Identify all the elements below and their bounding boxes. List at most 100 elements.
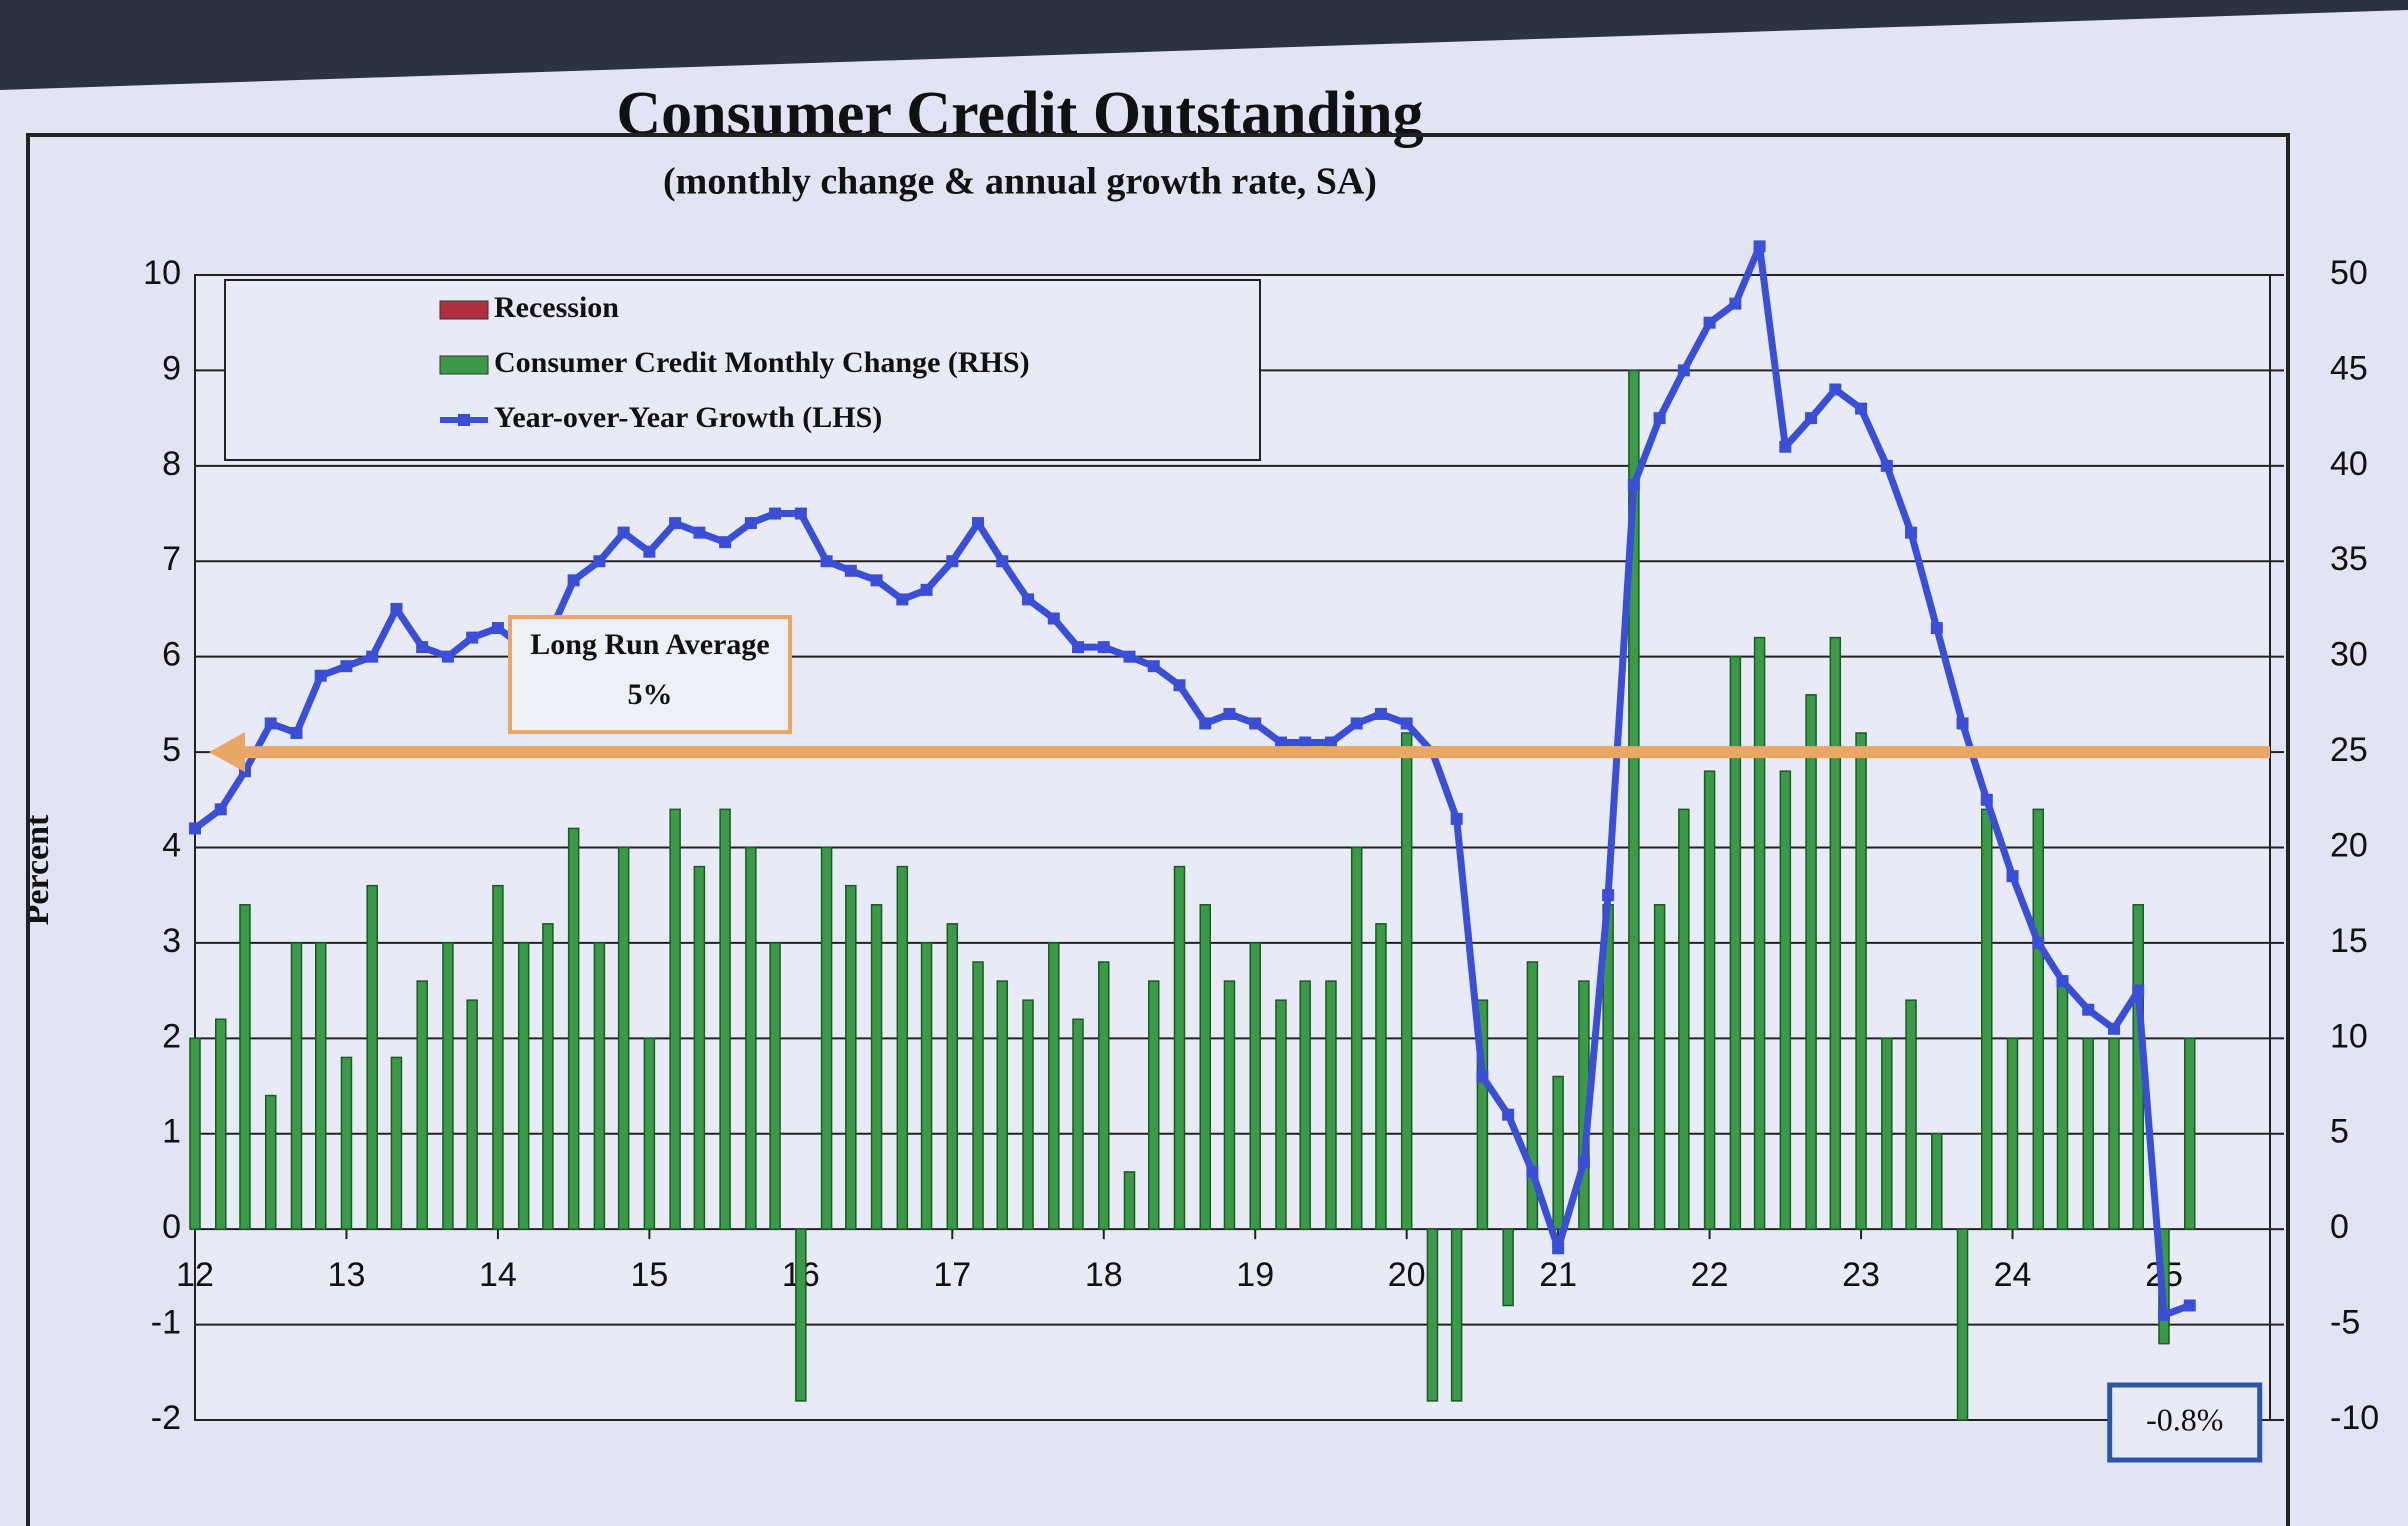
x-tick-label: 23: [1842, 1256, 1880, 1294]
line-marker: [1374, 707, 1387, 720]
bar: [1072, 1018, 1084, 1230]
line-marker: [2056, 975, 2069, 988]
end-label: -0.8%: [2146, 1401, 2223, 1437]
line-marker: [1653, 412, 1666, 425]
bar: [366, 884, 378, 1230]
line-marker: [1677, 364, 1690, 377]
line-marker: [390, 602, 403, 615]
y2-tick-label: 20: [2330, 826, 2368, 864]
bar: [1905, 999, 1917, 1230]
bar: [1147, 980, 1160, 1230]
bar: [1375, 923, 1387, 1230]
bar: [719, 808, 731, 1230]
line-marker: [1350, 717, 1363, 730]
y-tick-label: 3: [162, 922, 181, 960]
bar: [996, 980, 1009, 1230]
line-marker: [1855, 402, 1868, 415]
y-tick-label: 10: [143, 254, 181, 292]
bar: [567, 827, 580, 1230]
bar: [1678, 808, 1690, 1230]
bar: [1526, 961, 1539, 1230]
y2-tick-label: 50: [2330, 254, 2368, 292]
line-marker: [870, 574, 883, 587]
line-marker: [794, 507, 807, 520]
bar: [1450, 1228, 1463, 1402]
y2-tick-label: 35: [2330, 540, 2368, 578]
bar: [1223, 980, 1236, 1230]
reference-box: [508, 615, 792, 735]
bar: [1173, 865, 1186, 1230]
x-tick-label: 20: [1388, 1256, 1426, 1294]
bar: [517, 942, 530, 1230]
legend-box: [224, 279, 1261, 461]
bar: [1400, 732, 1413, 1230]
bar: [820, 846, 833, 1230]
x-tick-label: 15: [630, 1256, 668, 1294]
y2-tick-label: 25: [2330, 731, 2368, 769]
bar: [2006, 1037, 2019, 1230]
y-tick-label: 4: [162, 826, 181, 864]
reference-label: Long Run Average: [530, 628, 769, 661]
line-marker: [593, 555, 606, 568]
chart-subtitle: (monthly change & annual growth rate, SA…: [663, 161, 1377, 203]
line-marker: [2157, 1309, 2170, 1322]
line-marker: [920, 583, 933, 596]
bar: [1653, 904, 1666, 1230]
bar: [189, 1037, 201, 1230]
line-marker: [290, 727, 303, 739]
bar: [1753, 636, 1766, 1230]
line-marker: [1199, 717, 1212, 730]
bar: [340, 1056, 353, 1230]
line-marker: [1753, 240, 1766, 253]
line-marker: [1880, 459, 1893, 472]
bar: [1502, 1228, 1514, 1307]
x-tick-label: 22: [1691, 1256, 1729, 1294]
y-tick-label: -2: [151, 1399, 181, 1437]
bar: [1779, 770, 1792, 1230]
x-tick-label: 12: [176, 1256, 214, 1294]
bar: [1628, 369, 1640, 1230]
line-marker: [1123, 650, 1136, 663]
bar: [1123, 1171, 1136, 1230]
line-marker: [1552, 1242, 1565, 1255]
line-marker: [1173, 679, 1186, 692]
bar: [2082, 1037, 2094, 1230]
reference-arrow: [209, 732, 245, 773]
bar: [617, 846, 630, 1230]
bar: [314, 942, 327, 1230]
bar: [1426, 1228, 1439, 1402]
y-tick-label: 8: [162, 445, 181, 483]
legend-label: Consumer Credit Monthly Change (RHS): [494, 346, 1030, 379]
y2-tick-label: 0: [2330, 1208, 2349, 1246]
y2-tick-label: -10: [2330, 1399, 2379, 1437]
line-marker: [1324, 736, 1337, 749]
line-marker: [441, 650, 454, 663]
reference-value-label: 5%: [628, 678, 673, 711]
line-marker: [1476, 1070, 1489, 1083]
y-tick-label: 2: [162, 1017, 181, 1055]
line-marker: [896, 593, 909, 606]
bar: [1729, 655, 1742, 1230]
line-marker: [972, 517, 985, 530]
outer-frame: [26, 133, 2290, 1526]
bar: [1855, 732, 1867, 1230]
line-marker: [466, 631, 479, 644]
y-tick-label: 5: [162, 731, 181, 769]
line-marker: [1400, 717, 1413, 730]
bar: [693, 865, 706, 1230]
bar: [442, 942, 454, 1230]
line-marker: [1047, 612, 1060, 625]
x-tick-label: 19: [1236, 1256, 1274, 1294]
bar: [1956, 1228, 1969, 1421]
bar: [2183, 1037, 2196, 1230]
y2-tick-label: -5: [2330, 1304, 2360, 1342]
line-marker: [1703, 316, 1716, 329]
x-tick-label: 13: [328, 1256, 366, 1294]
y2-tick-label: 10: [2330, 1017, 2368, 1055]
line-marker: [567, 574, 580, 587]
y2-tick-label: 45: [2330, 349, 2368, 387]
line-marker: [2082, 1003, 2095, 1016]
line-marker: [491, 622, 504, 635]
legend-swatch: [439, 300, 489, 320]
